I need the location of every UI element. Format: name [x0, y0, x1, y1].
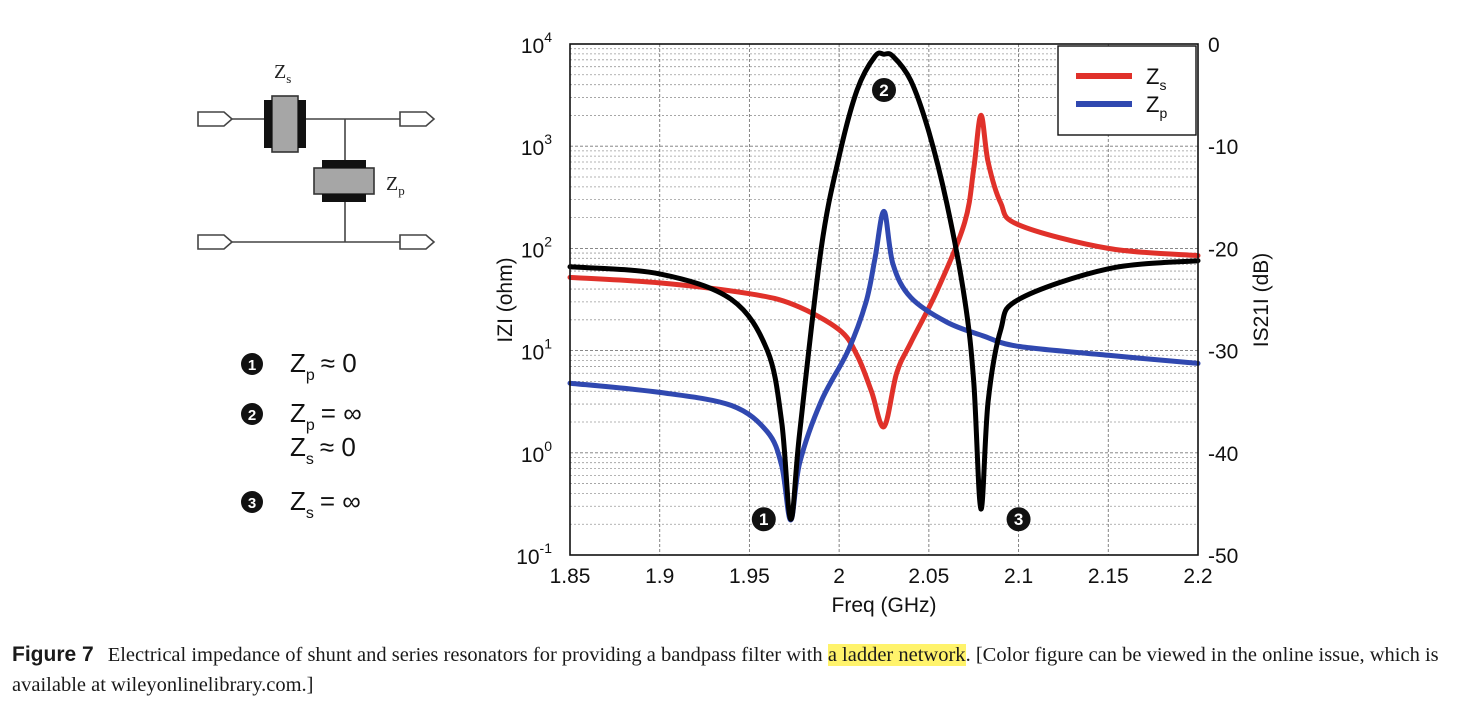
y-left-tick-label: 103	[521, 131, 552, 160]
series-line-zs	[567, 112, 1201, 430]
y-right-tick-labels: 0 -10 -20 -30 -40 -50	[1208, 34, 1238, 568]
condition-item: 2 Zp = ∞Zs ≈ 0	[241, 398, 362, 468]
zp-label: Zp	[386, 173, 405, 198]
y-right-tick-label: -10	[1208, 136, 1238, 159]
x-tick-label: 1.85	[550, 565, 591, 588]
x-tick-label: 2.2	[1183, 565, 1212, 588]
point-marker-3: 3	[1006, 507, 1031, 532]
plot-frame	[569, 43, 1199, 556]
output-port-bottom	[399, 234, 436, 250]
ladder-circuit-diagram	[197, 95, 436, 250]
output-port-top	[399, 111, 436, 127]
condition-item: 1 Zp ≈ 0	[241, 348, 357, 384]
condition-item: 3 Zs = ∞	[241, 486, 361, 522]
condition-marker-label: 2	[248, 407, 256, 424]
y-left-tick-label: 100	[521, 438, 552, 467]
y-left-tick-label: 102	[521, 233, 552, 262]
y-axis-right-label: IS21I (dB)	[1250, 253, 1273, 348]
series-layer	[567, 50, 1201, 523]
figure-label: Figure 7	[12, 643, 94, 666]
legend-label: Zs	[1146, 64, 1166, 93]
point-marker-1: 1	[751, 507, 776, 532]
y-left-tick-labels: 104 103 102 101 100 10-1	[516, 29, 552, 569]
caption-text-end: . [Color figure can be viewed in the onl…	[12, 644, 1439, 696]
impedance-chart: 1.85 1.9 1.95 2 2.05 2.1 2.15 2.2 1041031021011…	[494, 29, 1273, 617]
x-tick-label: 2.15	[1088, 565, 1129, 588]
resonance-conditions-list: 1 Zp ≈ 0 2 Zp = ∞Zs ≈ 0 3 Zs = ∞	[241, 348, 362, 522]
input-port-bottom	[197, 234, 234, 250]
series-line-s21	[567, 50, 1201, 522]
shunt-resonator-body	[313, 167, 375, 195]
svg-text:3: 3	[1014, 510, 1023, 529]
point-markers: 1 2 3	[751, 77, 1031, 532]
condition-marker	[241, 491, 263, 513]
y-right-tick-label: -40	[1208, 443, 1238, 466]
condition-marker	[241, 403, 263, 425]
y-left-tick-label: 104	[521, 29, 552, 58]
caption-highlight: a ladder network	[827, 644, 966, 666]
legend-label: Zp	[1146, 92, 1167, 121]
condition-marker	[241, 353, 263, 375]
y-right-tick-label: -50	[1208, 545, 1238, 568]
condition-expression: Zp ≈ 0	[290, 348, 357, 384]
y-left-tick-label: 10-1	[516, 540, 552, 569]
condition-marker-label: 1	[248, 357, 256, 374]
shunt-resonator-electrode-top	[322, 160, 366, 168]
x-tick-label: 2.05	[908, 565, 949, 588]
legend-box	[1057, 45, 1197, 136]
input-port-top	[197, 111, 234, 127]
condition-marker-label: 3	[248, 495, 256, 512]
y-axis-left-label: IZI (ohm)	[494, 257, 517, 342]
x-tick-label: 1.9	[645, 565, 674, 588]
series-resonator-body	[271, 95, 299, 153]
caption-text-start: Electrical impedance of shunt and series…	[107, 644, 828, 666]
series-line-zp	[567, 208, 1201, 523]
x-tick-label: 2.1	[1004, 565, 1033, 588]
series-resonator-electrode-right	[298, 100, 306, 148]
figure-caption: Figure 7 Electrical impedance of shunt an…	[12, 640, 1462, 700]
x-tick-label: 2	[833, 565, 845, 588]
condition-expression: Zs ≈ 0	[290, 432, 356, 468]
y-right-tick-label: 0	[1208, 34, 1220, 57]
y-right-tick-label: -30	[1208, 341, 1238, 364]
x-tick-labels: 1.85 1.9 1.95 2 2.05 2.1 2.15 2.2	[550, 565, 1213, 588]
y-left-tick-label: 101	[521, 336, 552, 365]
svg-text:1: 1	[759, 510, 768, 529]
x-tick-label: 1.95	[729, 565, 770, 588]
svg-text:2: 2	[879, 81, 888, 100]
condition-expression: Zs = ∞	[290, 486, 361, 522]
series-resonator-electrode-left	[264, 100, 272, 148]
point-marker-2: 2	[872, 77, 896, 102]
shunt-resonator-electrode-bottom	[322, 194, 366, 202]
condition-expression: Zp = ∞	[290, 398, 362, 434]
figure-graphic: Zs Zp 1 Zp ≈ 0 2 Zp = ∞Zs ≈ 0 3 Zs = ∞ 1.85 1.9 1.9…	[197, 29, 1273, 617]
zs-label: Zs	[274, 61, 291, 86]
x-axis-label: Freq (GHz)	[832, 594, 937, 617]
y-right-tick-label: -20	[1208, 238, 1238, 261]
